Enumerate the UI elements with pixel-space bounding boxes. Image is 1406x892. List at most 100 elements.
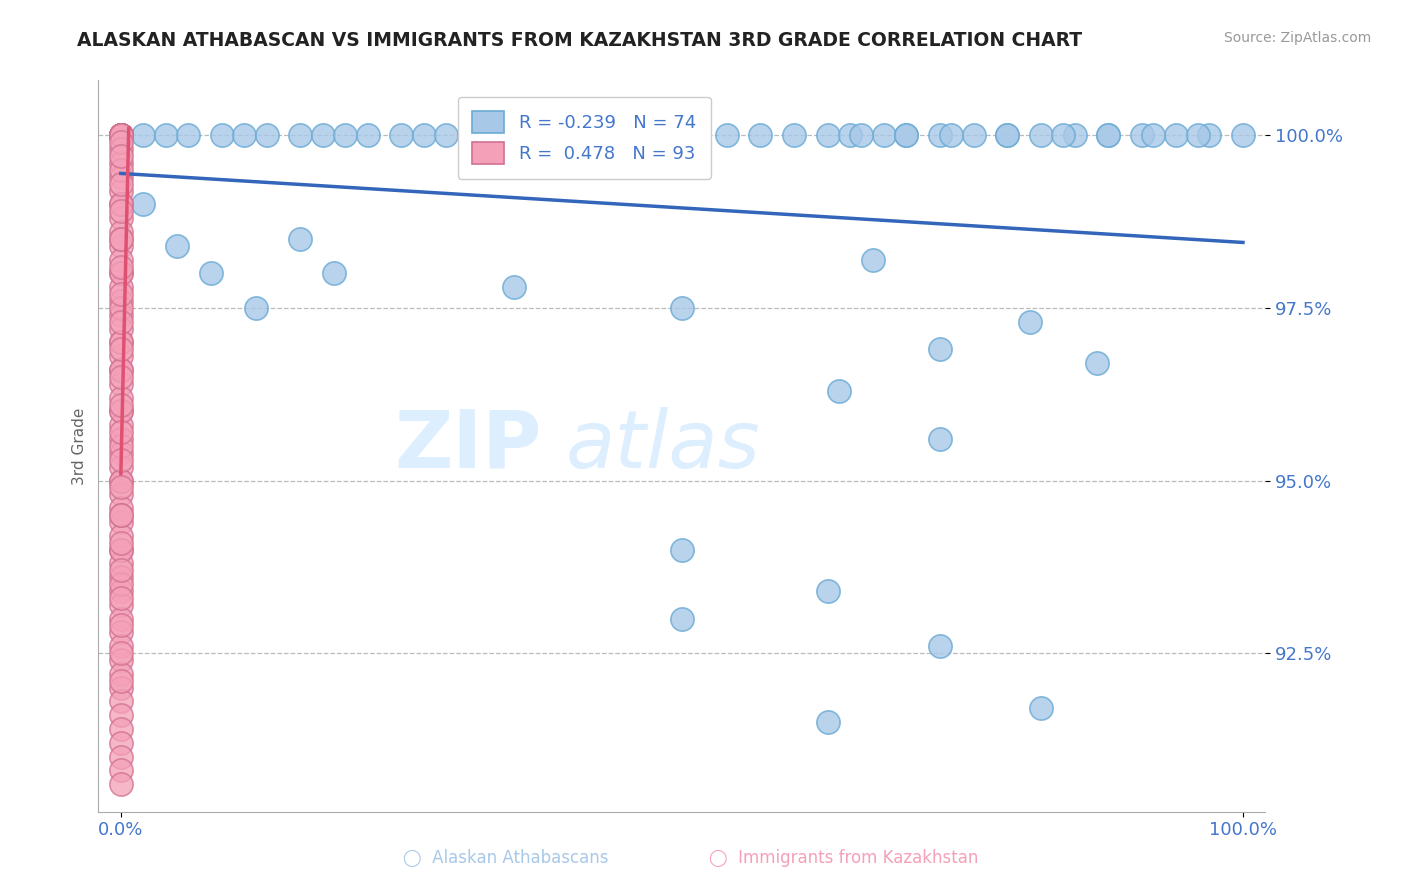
Text: ◯  Alaskan Athabascans: ◯ Alaskan Athabascans	[404, 849, 609, 867]
Point	[132, 197, 155, 211]
Point	[312, 128, 335, 143]
Point	[110, 211, 132, 226]
Point	[110, 777, 132, 791]
Point	[110, 335, 132, 350]
Point	[929, 639, 952, 653]
Point	[110, 535, 132, 549]
Point	[110, 128, 132, 143]
Point	[491, 128, 513, 143]
Point	[233, 128, 256, 143]
Point	[110, 197, 132, 211]
Point	[817, 128, 839, 143]
Point	[1085, 356, 1108, 370]
Point	[110, 239, 132, 253]
Point	[290, 232, 312, 246]
Point	[110, 487, 132, 501]
Point	[200, 267, 222, 281]
Point	[929, 432, 952, 446]
Point	[211, 128, 233, 143]
Point	[110, 128, 132, 143]
Point	[502, 280, 524, 294]
Point	[783, 128, 806, 143]
Point	[177, 128, 200, 143]
Point	[110, 128, 132, 143]
Point	[110, 128, 132, 143]
Point	[110, 583, 132, 598]
Point	[110, 570, 132, 584]
Point	[110, 163, 132, 178]
Point	[110, 694, 132, 708]
Point	[110, 128, 132, 143]
Point	[110, 287, 132, 301]
Point	[110, 156, 132, 170]
Point	[110, 294, 132, 309]
Point	[110, 577, 132, 591]
Point	[110, 177, 132, 191]
Point	[110, 232, 132, 246]
Point	[110, 128, 132, 143]
Point	[110, 653, 132, 667]
Point	[995, 128, 1018, 143]
Point	[110, 128, 132, 143]
Point	[110, 184, 132, 198]
Point	[245, 301, 267, 315]
Point	[110, 611, 132, 625]
Text: Source: ZipAtlas.com: Source: ZipAtlas.com	[1223, 31, 1371, 45]
Point	[1097, 128, 1119, 143]
Point	[929, 128, 952, 143]
Point	[110, 474, 132, 488]
Point	[357, 128, 380, 143]
Point	[256, 128, 278, 143]
Point	[110, 418, 132, 433]
Point	[110, 335, 132, 350]
Point	[110, 439, 132, 453]
Text: ALASKAN ATHABASCAN VS IMMIGRANTS FROM KAZAKHSTAN 3RD GRADE CORRELATION CHART: ALASKAN ATHABASCAN VS IMMIGRANTS FROM KA…	[77, 31, 1083, 50]
Point	[873, 128, 896, 143]
Point	[110, 197, 132, 211]
Point	[110, 343, 132, 357]
Point	[682, 128, 704, 143]
Point	[389, 128, 412, 143]
Point	[110, 639, 132, 653]
Point	[749, 128, 772, 143]
Point	[110, 625, 132, 640]
Point	[110, 681, 132, 695]
Point	[110, 267, 132, 281]
Point	[614, 128, 637, 143]
Point	[110, 646, 132, 660]
Point	[110, 673, 132, 688]
Point	[1018, 315, 1040, 329]
Point	[941, 128, 963, 143]
Point	[716, 128, 738, 143]
Legend: R = -0.239   N = 74, R =  0.478   N = 93: R = -0.239 N = 74, R = 0.478 N = 93	[457, 96, 710, 178]
Point	[1187, 128, 1209, 143]
Point	[110, 128, 132, 143]
Point	[110, 736, 132, 750]
Point	[1029, 701, 1052, 715]
Point	[896, 128, 918, 143]
Point	[1164, 128, 1187, 143]
Point	[839, 128, 862, 143]
Point	[1097, 128, 1119, 143]
Point	[110, 315, 132, 329]
Point	[851, 128, 873, 143]
Point	[1232, 128, 1254, 143]
Point	[110, 363, 132, 377]
Point	[110, 591, 132, 605]
Point	[457, 128, 479, 143]
Point	[110, 349, 132, 363]
Point	[110, 563, 132, 577]
Point	[110, 301, 132, 315]
Point	[110, 280, 132, 294]
Point	[648, 128, 671, 143]
Point	[671, 301, 693, 315]
Point	[1142, 128, 1164, 143]
Point	[110, 169, 132, 184]
Point	[110, 376, 132, 391]
Point	[110, 425, 132, 440]
Point	[862, 252, 884, 267]
Point	[110, 666, 132, 681]
Point	[524, 128, 547, 143]
Point	[110, 404, 132, 418]
Point	[1052, 128, 1074, 143]
